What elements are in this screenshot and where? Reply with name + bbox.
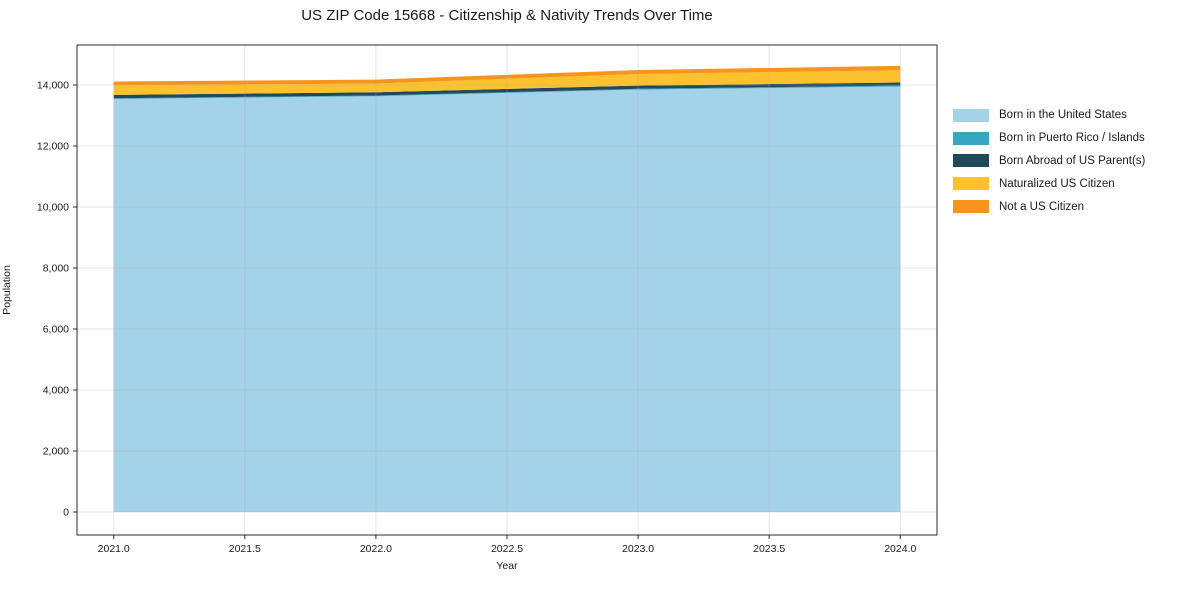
area-series-1 bbox=[113, 85, 901, 99]
legend-label-born-abroad: Born Abroad of US Parent(s) bbox=[999, 154, 1146, 167]
chart-title: US ZIP Code 15668 - Citizenship & Nativi… bbox=[301, 7, 713, 24]
y-tick-label: 14,000 bbox=[37, 79, 69, 91]
legend-item-born-us: Born in the United States bbox=[953, 104, 1145, 127]
y-tick-label: 8,000 bbox=[43, 262, 69, 274]
y-tick-label: 4,000 bbox=[43, 384, 69, 396]
x-axis-label: Year bbox=[496, 560, 518, 572]
stacked-areas bbox=[113, 65, 901, 512]
legend: Born in the United States Born in Puerto… bbox=[953, 104, 1145, 218]
x-tick-label: 2023.5 bbox=[753, 543, 785, 555]
x-tick-label: 2021.0 bbox=[98, 543, 130, 555]
legend-swatch-born-abroad bbox=[953, 154, 989, 168]
y-tick-label: 6,000 bbox=[43, 323, 69, 335]
legend-label-born-pr: Born in Puerto Rico / Islands bbox=[999, 132, 1145, 145]
legend-item-not-citizen: Not a US Citizen bbox=[953, 195, 1145, 218]
area-series-2 bbox=[113, 82, 901, 99]
legend-swatch-born-us bbox=[953, 108, 989, 122]
legend-label-naturalized: Naturalized US Citizen bbox=[999, 177, 1115, 190]
legend-swatch-not-citizen bbox=[953, 200, 989, 214]
area-series-3 bbox=[113, 70, 901, 95]
legend-swatch-naturalized bbox=[953, 177, 989, 191]
x-tick-label: 2021.5 bbox=[229, 543, 261, 555]
area-series-4 bbox=[113, 65, 901, 86]
axis-ticks: 0 2,000 4,000 6,000 8,000 10,000 12,000 14,000 2… bbox=[37, 79, 917, 555]
x-tick-label: 2022.5 bbox=[491, 543, 523, 555]
legend-item-born-pr: Born in Puerto Rico / Islands bbox=[953, 127, 1145, 150]
legend-item-born-abroad: Born Abroad of US Parent(s) bbox=[953, 150, 1145, 173]
x-tick-label: 2024.0 bbox=[884, 543, 916, 555]
y-tick-label: 12,000 bbox=[37, 140, 69, 152]
x-tick-label: 2022.0 bbox=[360, 543, 392, 555]
x-tick-label: 2023.0 bbox=[622, 543, 654, 555]
legend-label-not-citizen: Not a US Citizen bbox=[999, 200, 1085, 213]
y-tick-label: 0 bbox=[63, 507, 69, 519]
grid-lines bbox=[77, 45, 937, 535]
y-tick-label: 2,000 bbox=[43, 446, 69, 458]
area-series-0 bbox=[113, 86, 901, 512]
y-tick-label: 10,000 bbox=[37, 201, 69, 213]
legend-item-naturalized: Naturalized US Citizen bbox=[953, 172, 1145, 195]
legend-label-born-us: Born in the United States bbox=[999, 109, 1127, 122]
y-axis-label: Population bbox=[1, 265, 13, 315]
legend-swatch-born-pr bbox=[953, 131, 989, 145]
